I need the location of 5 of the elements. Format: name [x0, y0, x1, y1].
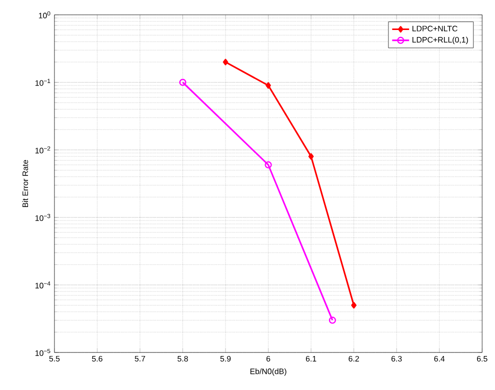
point	[308, 153, 314, 160]
point	[266, 82, 271, 89]
point	[222, 58, 228, 66]
point	[264, 161, 272, 168]
point	[351, 302, 356, 308]
